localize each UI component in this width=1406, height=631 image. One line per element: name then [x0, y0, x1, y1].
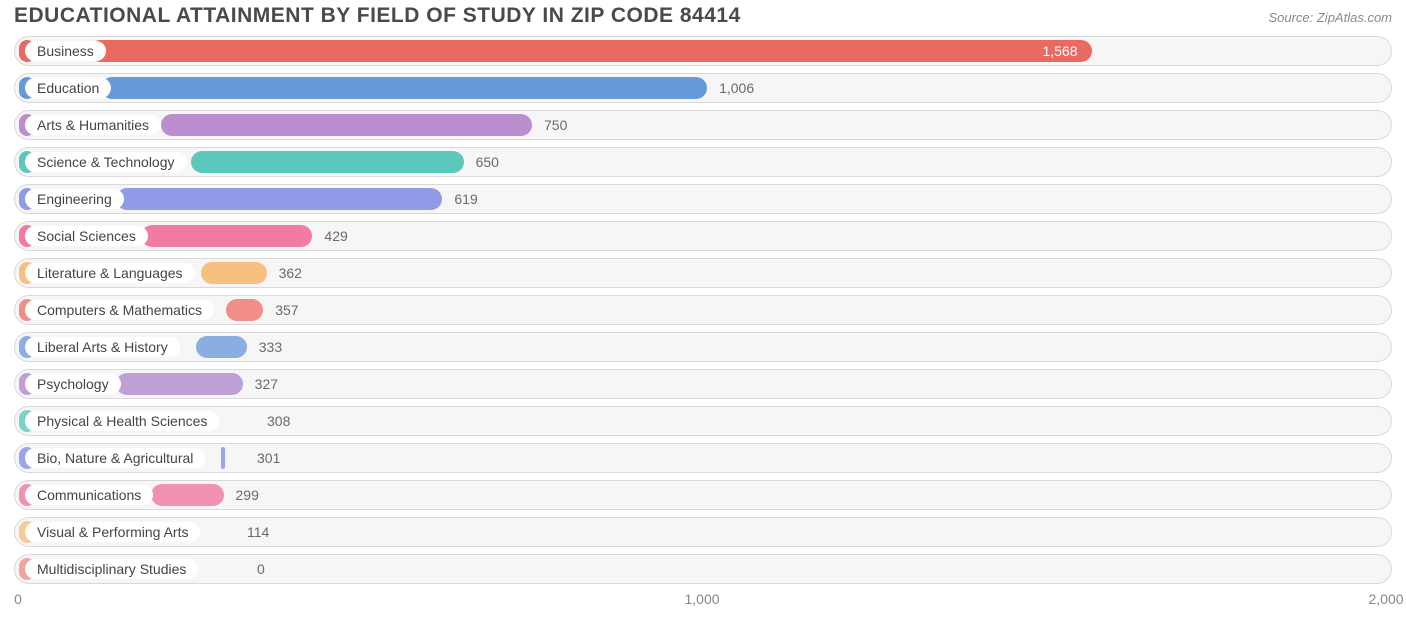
x-axis-tick: 0 [14, 591, 22, 607]
bar-value: 619 [454, 191, 477, 207]
bar-label: Psychology [25, 374, 121, 394]
bar-label: Multidisciplinary Studies [25, 559, 198, 579]
bar-value: 750 [544, 117, 567, 133]
bar-fill [141, 225, 312, 247]
bar-row: Liberal Arts & History 333 [14, 332, 1392, 362]
bar-fill [226, 299, 263, 321]
bar-value: 301 [257, 450, 280, 466]
bar-value: 362 [279, 265, 302, 281]
bar-fill [196, 336, 247, 358]
bar-row: Social Sciences 429 [14, 221, 1392, 251]
bar-value: 1,568 [1042, 43, 1077, 59]
bar-row: Education 1,006 [14, 73, 1392, 103]
chart-source: Source: ZipAtlas.com [1268, 4, 1392, 25]
bar-value: 0 [257, 561, 265, 577]
bar-row: Computers & Mathematics 357 [14, 295, 1392, 325]
bar-label: Computers & Mathematics [25, 300, 214, 320]
bar-fill [151, 484, 224, 506]
bar-value: 333 [259, 339, 282, 355]
bar-value: 114 [247, 524, 269, 540]
bar-fill [116, 188, 442, 210]
bar-fill [101, 77, 707, 99]
bar-label: Visual & Performing Arts [25, 522, 200, 542]
bar-fill [116, 373, 243, 395]
chart-area: Business 1,568 Education 1,006 Arts & Humani… [14, 36, 1392, 621]
bar-value: 357 [275, 302, 298, 318]
bar-row: Psychology 327 [14, 369, 1392, 399]
bar-fill [201, 262, 267, 284]
bar-fill [89, 40, 1092, 62]
bar-row: Engineering 619 [14, 184, 1392, 214]
bar-value: 327 [255, 376, 278, 392]
bar-row: Communications 299 [14, 480, 1392, 510]
bar-label: Engineering [25, 189, 124, 209]
bar-fill [191, 151, 464, 173]
bar-label: Physical & Health Sciences [25, 411, 219, 431]
bar-label: Arts & Humanities [25, 115, 161, 135]
x-axis-tick: 2,000 [1368, 591, 1403, 607]
bar-value: 1,006 [719, 80, 754, 96]
bar-fill [161, 114, 532, 136]
chart-title: EDUCATIONAL ATTAINMENT BY FIELD OF STUDY… [14, 4, 741, 28]
chart-header: EDUCATIONAL ATTAINMENT BY FIELD OF STUDY… [0, 0, 1406, 30]
bar-row: Visual & Performing Arts 114 [14, 517, 1392, 547]
bar-label: Literature & Languages [25, 263, 195, 283]
bar-label: Business [25, 41, 106, 61]
bar-row: Multidisciplinary Studies 0 [14, 554, 1392, 584]
bar-fill [221, 447, 225, 469]
bar-value: 308 [267, 413, 290, 429]
x-axis-tick: 1,000 [684, 591, 719, 607]
bar-value: 650 [476, 154, 499, 170]
bar-label: Bio, Nature & Agricultural [25, 448, 205, 468]
bar-label: Social Sciences [25, 226, 148, 246]
bar-row: Bio, Nature & Agricultural 301 [14, 443, 1392, 473]
bar-value: 429 [324, 228, 347, 244]
bar-label: Science & Technology [25, 152, 187, 172]
x-axis: 01,0002,000 [14, 591, 1392, 621]
bar-label: Education [25, 78, 111, 98]
bar-label: Communications [25, 485, 153, 505]
chart-rows: Business 1,568 Education 1,006 Arts & Humani… [14, 36, 1392, 584]
bar-row: Business 1,568 [14, 36, 1392, 66]
bar-row: Science & Technology 650 [14, 147, 1392, 177]
bar-row: Literature & Languages 362 [14, 258, 1392, 288]
bar-label: Liberal Arts & History [25, 337, 180, 357]
bar-value: 299 [236, 487, 259, 503]
bar-row: Physical & Health Sciences 308 [14, 406, 1392, 436]
bar-row: Arts & Humanities 750 [14, 110, 1392, 140]
